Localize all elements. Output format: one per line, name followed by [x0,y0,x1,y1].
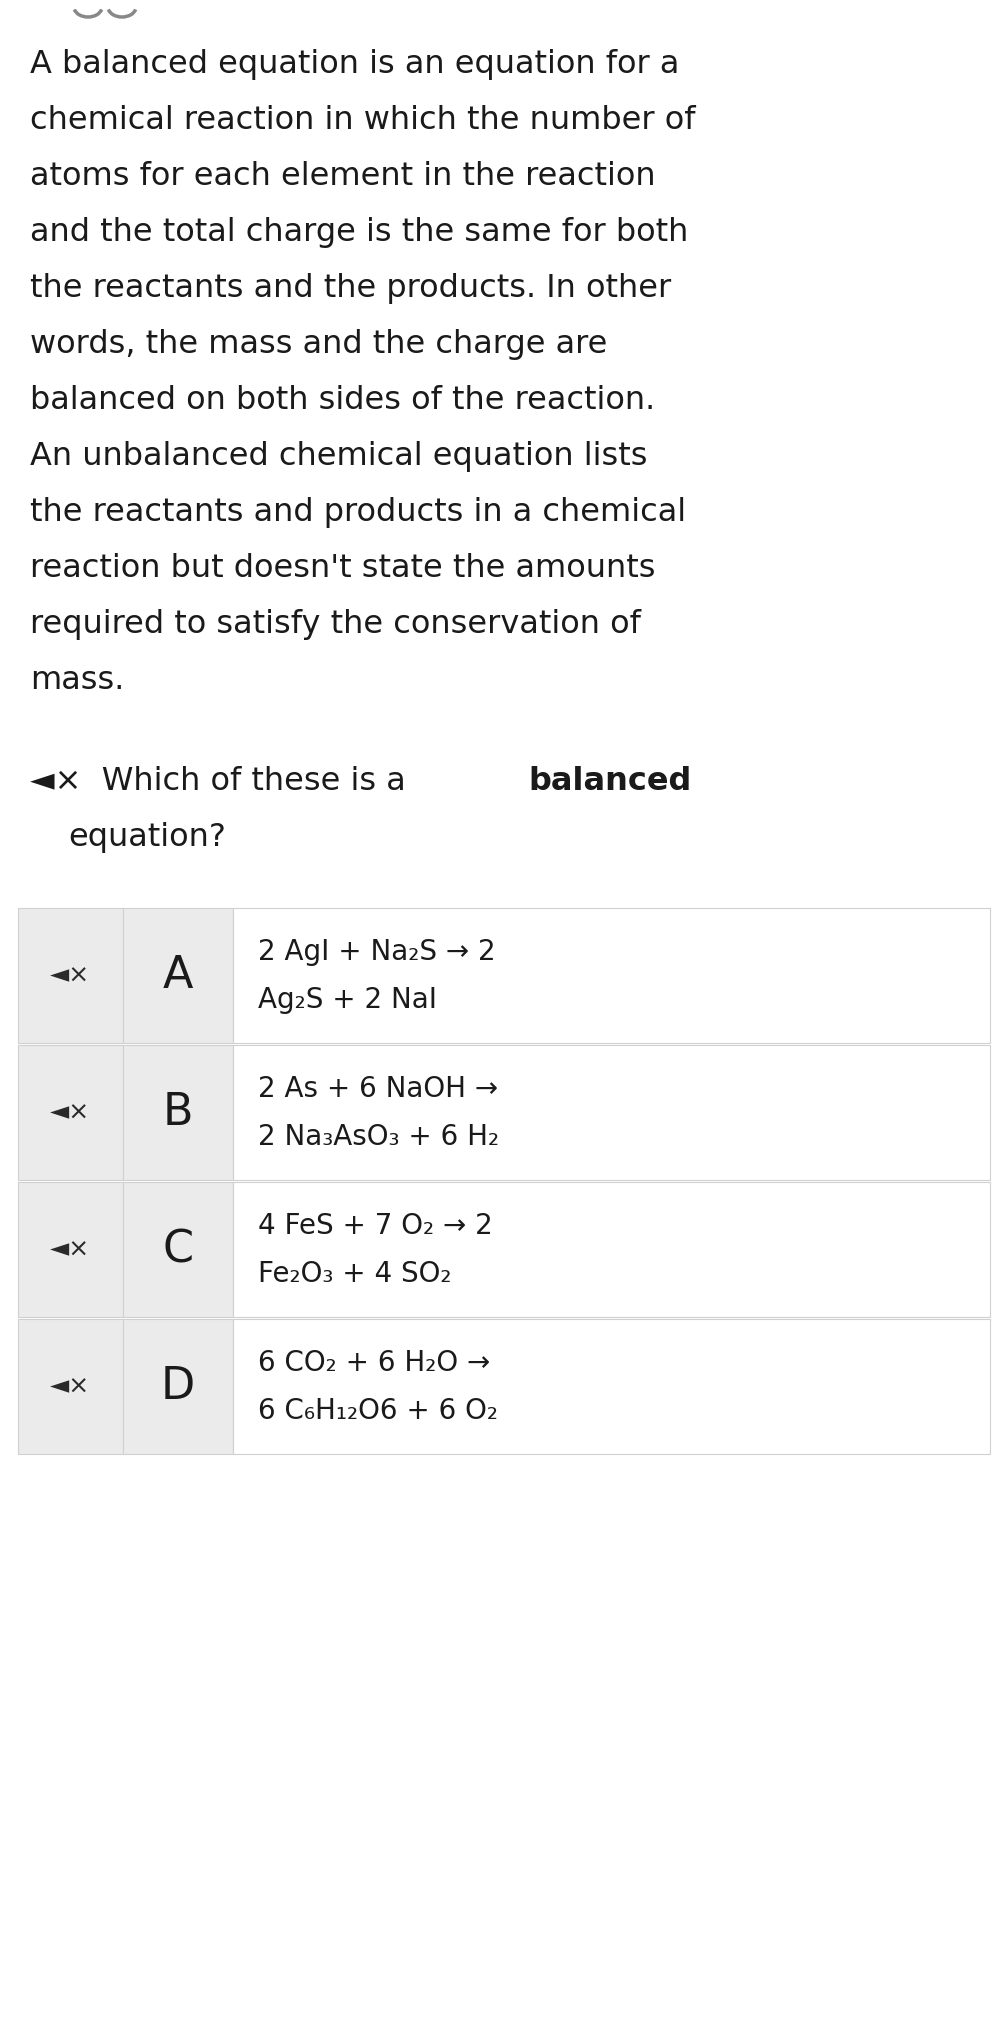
FancyBboxPatch shape [233,1181,990,1316]
Text: ◄×: ◄× [50,1375,91,1399]
Text: mass.: mass. [30,664,124,697]
Text: 4 FeS + 7 O₂ → 2: 4 FeS + 7 O₂ → 2 [258,1211,493,1240]
FancyBboxPatch shape [233,1046,990,1179]
Text: ◄×: ◄× [50,963,91,987]
Text: reaction but doesn't state the amounts: reaction but doesn't state the amounts [30,553,655,583]
FancyBboxPatch shape [18,1046,123,1179]
FancyBboxPatch shape [123,909,233,1044]
FancyBboxPatch shape [18,1181,123,1316]
FancyBboxPatch shape [123,1046,233,1179]
Text: balanced on both sides of the reaction.: balanced on both sides of the reaction. [30,386,655,416]
Text: ◄×: ◄× [50,1238,91,1262]
Text: Ag₂S + 2 NaI: Ag₂S + 2 NaI [258,985,437,1014]
FancyBboxPatch shape [123,1318,233,1454]
Text: A: A [162,955,194,997]
Text: C: C [162,1228,194,1272]
Text: the reactants and the products. In other: the reactants and the products. In other [30,273,671,305]
Text: Fe₂O₃ + 4 SO₂: Fe₂O₃ + 4 SO₂ [258,1260,452,1288]
Text: 6 C₆H₁₂O6 + 6 O₂: 6 C₆H₁₂O6 + 6 O₂ [258,1397,498,1425]
Text: B: B [162,1090,194,1135]
Text: 2 As + 6 NaOH →: 2 As + 6 NaOH → [258,1074,498,1102]
Text: and the total charge is the same for both: and the total charge is the same for bot… [30,216,688,248]
Text: 2 Na₃AsO₃ + 6 H₂: 2 Na₃AsO₃ + 6 H₂ [258,1123,499,1151]
Text: An unbalanced chemical equation lists: An unbalanced chemical equation lists [30,440,647,472]
Text: D: D [161,1365,196,1407]
Text: the reactants and products in a chemical: the reactants and products in a chemical [30,497,686,529]
Text: equation?: equation? [68,822,226,852]
FancyBboxPatch shape [123,1181,233,1316]
Text: 6 CO₂ + 6 H₂O →: 6 CO₂ + 6 H₂O → [258,1349,490,1377]
FancyBboxPatch shape [18,1318,123,1454]
Text: atoms for each element in the reaction: atoms for each element in the reaction [30,162,655,192]
Text: chemical reaction in which the number of: chemical reaction in which the number of [30,105,696,135]
Text: required to satisfy the conservation of: required to satisfy the conservation of [30,610,641,640]
Text: balanced: balanced [528,765,691,798]
FancyBboxPatch shape [18,909,123,1044]
Text: 2 AgI + Na₂S → 2: 2 AgI + Na₂S → 2 [258,937,496,965]
Text: words, the mass and the charge are: words, the mass and the charge are [30,329,608,359]
FancyBboxPatch shape [233,909,990,1044]
Text: A balanced equation is an equation for a: A balanced equation is an equation for a [30,48,679,81]
Text: ◄×  Which of these is a: ◄× Which of these is a [30,765,416,798]
FancyBboxPatch shape [233,1318,990,1454]
Text: ◄×: ◄× [50,1100,91,1125]
